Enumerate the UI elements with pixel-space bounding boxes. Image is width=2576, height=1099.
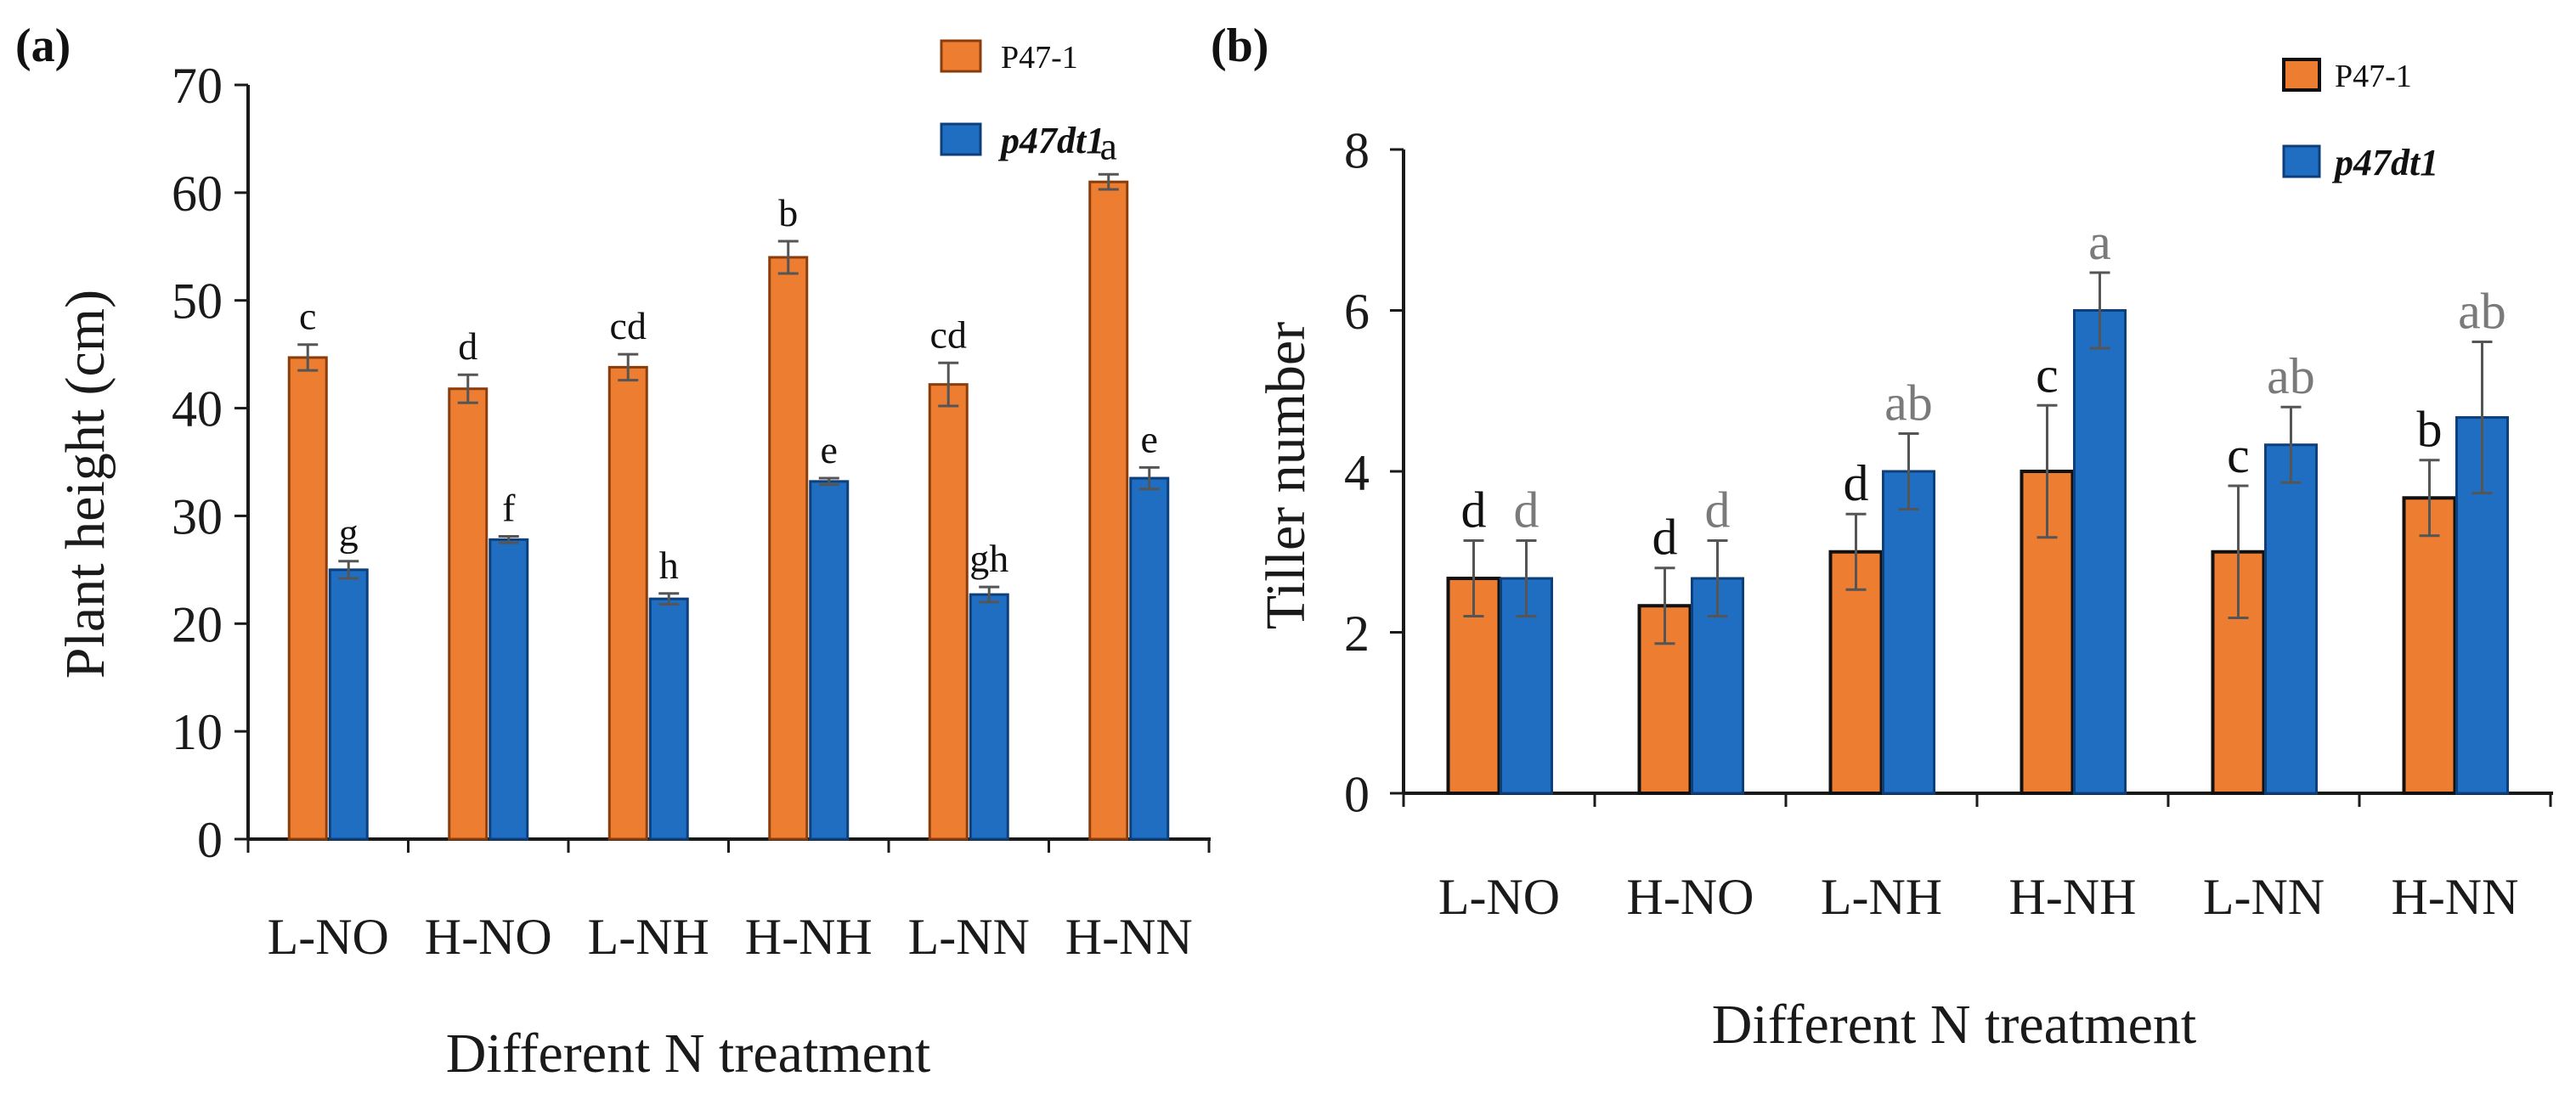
- significance-letter: cd: [930, 313, 967, 356]
- x-tick-label: L-NN: [908, 909, 1030, 965]
- legend-label-p47dt1: p47dt1: [2331, 142, 2438, 183]
- panel-a: (a) Plant height (cm) Different N treatm…: [15, 20, 1211, 1085]
- significance-letter: f: [502, 487, 516, 530]
- y-tick-label: 8: [1344, 123, 1370, 179]
- panel-b-ylabel: Tiller number: [1255, 322, 1317, 629]
- bar-p471: [2402, 496, 2457, 796]
- panel-b-xlabel: Different N treatment: [1712, 994, 2197, 1056]
- bar-p47dt1: [648, 597, 689, 841]
- significance-letter: d: [1705, 482, 1731, 538]
- bar-p471: [2020, 470, 2075, 795]
- x-tick-label: H-NH: [745, 909, 873, 965]
- x-tick-label: H-NO: [425, 909, 552, 965]
- legend-swatch-p47dt1: [940, 122, 982, 156]
- y-tick-label: 0: [197, 812, 223, 868]
- panel-a-legend: P47-1 p47dt1: [940, 39, 1104, 161]
- panel-a-ylabel: Plant height (cm): [54, 290, 116, 679]
- significance-letter: a: [1100, 124, 1117, 167]
- bar-p47dt1: [2073, 309, 2127, 795]
- legend-label-p471: P47-1: [1001, 40, 1078, 76]
- panel-b-label: (b): [1211, 20, 1268, 72]
- bar-p47dt1: [328, 568, 369, 841]
- significance-letter: b: [2417, 402, 2443, 458]
- y-tick-label: 70: [172, 58, 223, 114]
- y-tick-label: 4: [1344, 445, 1370, 501]
- x-tick-label: H-NN: [2392, 869, 2519, 925]
- bar-p471: [448, 387, 489, 841]
- significance-letter: g: [339, 511, 359, 555]
- significance-letter: d: [1844, 455, 1869, 511]
- bar-p471: [768, 256, 809, 841]
- significance-letter: c: [2036, 347, 2059, 403]
- significance-letter: ab: [2267, 348, 2315, 404]
- x-tick-label: H-NO: [1627, 869, 1754, 925]
- legend-label-p47dt1: p47dt1: [997, 120, 1104, 161]
- significance-letter: a: [2088, 214, 2111, 270]
- significance-letter: ab: [2458, 283, 2506, 339]
- significance-letter: e: [821, 428, 838, 471]
- legend-label-p471: P47-1: [2335, 59, 2412, 94]
- y-tick-label: 20: [172, 596, 223, 652]
- x-tick-label: L-NO: [268, 909, 389, 965]
- y-tick-label: 10: [172, 704, 223, 760]
- y-tick-label: 30: [172, 488, 223, 544]
- x-tick-label: H-NN: [1065, 909, 1193, 965]
- y-tick-label: 2: [1344, 606, 1370, 662]
- significance-letter: d: [1461, 482, 1487, 538]
- y-tick-label: 50: [172, 273, 223, 330]
- panel-b: (b) Tiller number Different N treatment …: [1211, 20, 2553, 1056]
- significance-letter: b: [778, 191, 798, 234]
- legend-swatch-p47dt1: [2282, 144, 2321, 178]
- bar-p471: [928, 383, 969, 841]
- bar-p47dt1: [1129, 476, 1170, 841]
- panel-b-legend: P47-1 p47dt1: [2282, 58, 2438, 183]
- x-tick-label: L-NO: [1438, 869, 1560, 925]
- legend-swatch-p471: [940, 39, 982, 73]
- bar-p47dt1: [489, 538, 529, 841]
- significance-letter: gh: [969, 537, 1008, 580]
- x-tick-label: L-NN: [2203, 869, 2325, 925]
- bar-p47dt1: [809, 480, 850, 841]
- bar-p47dt1: [1882, 470, 1935, 795]
- panel-a-label: (a): [15, 20, 71, 72]
- x-tick-label: H-NH: [2009, 869, 2137, 925]
- y-tick-label: 0: [1344, 767, 1370, 823]
- y-tick-label: 60: [172, 166, 223, 222]
- significance-letter: d: [1514, 482, 1539, 538]
- bar-p471: [607, 365, 648, 841]
- bar-p47dt1: [969, 593, 1009, 841]
- significance-letter: d: [1652, 510, 1678, 566]
- x-tick-label: L-NH: [588, 909, 709, 965]
- bar-p47dt1: [2264, 443, 2318, 795]
- significance-letter: ab: [1884, 375, 1933, 431]
- bar-p471: [287, 356, 328, 841]
- panel-a-xlabel: Different N treatment: [446, 1023, 931, 1085]
- significance-letter: h: [659, 544, 679, 587]
- panel-a-plot: 0 10 20 30 40 50 60 70 L-NO H-NO L-NH H-NH L-NN H-NN c…: [172, 58, 1211, 965]
- y-tick-label: 6: [1344, 284, 1370, 340]
- bar-p47dt1: [1500, 577, 1553, 795]
- bar-p471: [1828, 550, 1884, 795]
- y-tick-label: 40: [172, 381, 223, 437]
- significance-letter: e: [1141, 417, 1158, 460]
- significance-letter: d: [458, 324, 477, 368]
- significance-letter: cd: [610, 304, 647, 347]
- bar-p471: [1088, 180, 1129, 841]
- x-tick-label: L-NH: [1821, 869, 1942, 925]
- legend-swatch-p471: [2282, 58, 2321, 92]
- significance-letter: c: [2227, 427, 2250, 483]
- significance-letter: c: [299, 295, 316, 338]
